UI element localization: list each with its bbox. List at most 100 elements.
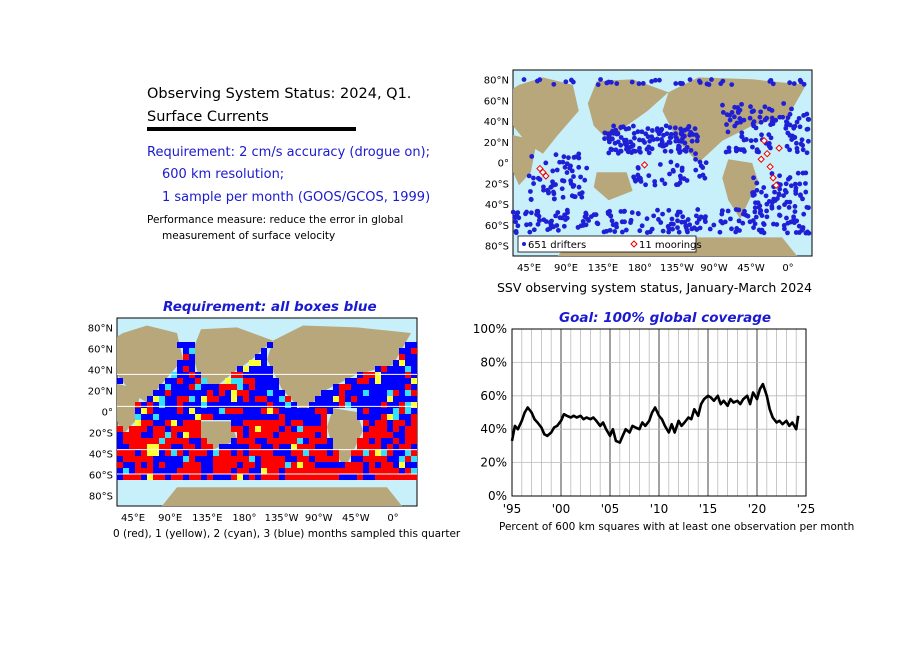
coverage-box bbox=[375, 366, 381, 372]
drifter-dot bbox=[651, 213, 657, 219]
coverage-box bbox=[297, 444, 303, 450]
drifter-dot bbox=[527, 221, 533, 227]
drifter-dot bbox=[646, 150, 652, 156]
drifter-dot bbox=[689, 138, 695, 144]
coverage-box bbox=[213, 414, 219, 420]
coverage-box bbox=[381, 402, 387, 408]
coverage-box bbox=[183, 426, 189, 432]
drifter-dot bbox=[647, 138, 653, 144]
drifter-dot bbox=[736, 218, 742, 224]
coverage-box bbox=[237, 372, 243, 378]
coverage-box bbox=[303, 444, 309, 450]
coverage-box bbox=[153, 438, 159, 444]
coverage-box bbox=[183, 438, 189, 444]
lat-label: 40°N bbox=[88, 366, 113, 377]
coverage-box bbox=[273, 378, 279, 384]
coverage-box bbox=[225, 468, 231, 474]
coverage-box bbox=[411, 426, 417, 432]
coverage-box bbox=[231, 408, 237, 414]
coverage-box bbox=[375, 420, 381, 426]
drifter-dot bbox=[528, 210, 534, 216]
coverage-box bbox=[291, 462, 297, 468]
coverage-box bbox=[141, 426, 147, 432]
drifter-dot bbox=[753, 214, 759, 220]
coverage-box bbox=[261, 456, 267, 462]
drifter-dot bbox=[622, 137, 627, 143]
coverage-box bbox=[255, 372, 261, 378]
drifter-dot bbox=[580, 222, 586, 228]
coverage-box bbox=[213, 390, 219, 396]
coverage-box bbox=[249, 426, 255, 432]
coverage-box bbox=[321, 474, 327, 480]
coverage-box bbox=[405, 384, 411, 390]
drifter-dot bbox=[564, 215, 570, 221]
coverage-box bbox=[237, 414, 243, 420]
coverage-box bbox=[315, 408, 321, 414]
coverage-box bbox=[261, 450, 267, 456]
coverage-box bbox=[369, 402, 375, 408]
coverage-box bbox=[411, 396, 417, 402]
drifter-dot bbox=[764, 201, 770, 207]
coverage-box bbox=[261, 354, 267, 360]
coverage-box bbox=[315, 402, 321, 408]
drifter-dot bbox=[679, 168, 685, 173]
coverage-box bbox=[261, 408, 267, 414]
coverage-box bbox=[171, 456, 177, 462]
coverage-box bbox=[171, 414, 177, 420]
coverage-box bbox=[411, 468, 417, 474]
drifter-dot bbox=[693, 167, 699, 173]
coverage-box bbox=[309, 432, 315, 438]
coverage-box bbox=[279, 444, 285, 450]
drifter-dot bbox=[768, 135, 774, 141]
coverage-box bbox=[201, 390, 207, 396]
coverage-box bbox=[165, 432, 171, 438]
coverage-box bbox=[195, 438, 201, 444]
drifter-dot bbox=[546, 190, 551, 196]
coverage-box bbox=[219, 444, 225, 450]
coverage-box bbox=[405, 432, 411, 438]
coverage-box bbox=[399, 414, 405, 420]
drifter-dot bbox=[649, 226, 655, 232]
drifter-dot bbox=[748, 138, 754, 144]
coverage-box bbox=[399, 354, 405, 360]
drifter-dot bbox=[680, 81, 685, 86]
drifter-dot bbox=[609, 218, 615, 224]
coverage-box bbox=[363, 474, 369, 480]
coverage-box bbox=[249, 408, 255, 414]
coverage-box bbox=[225, 396, 231, 402]
coverage-box bbox=[339, 390, 345, 396]
lat-label: 60°S bbox=[89, 471, 113, 482]
drifter-dot bbox=[707, 226, 713, 232]
drifter-dot bbox=[693, 213, 699, 219]
coverage-box bbox=[261, 444, 267, 450]
coverage-box bbox=[147, 444, 153, 450]
coverage-box bbox=[285, 426, 291, 432]
land-mass-1 bbox=[513, 77, 579, 154]
coverage-box bbox=[405, 408, 411, 414]
coverage-box bbox=[231, 402, 237, 408]
coverage-box bbox=[393, 438, 399, 444]
coverage-box bbox=[201, 444, 207, 450]
drifter-dot bbox=[801, 211, 807, 217]
drifter-dot bbox=[673, 81, 679, 86]
coverage-box bbox=[405, 450, 411, 456]
coverage-box bbox=[321, 456, 327, 462]
coverage-box bbox=[249, 444, 255, 450]
drifter-dot bbox=[646, 145, 652, 151]
coverage-box bbox=[153, 420, 159, 426]
coverage-box bbox=[309, 426, 315, 432]
coverage-box bbox=[201, 468, 207, 474]
coverage-box bbox=[243, 450, 249, 456]
coverage-box bbox=[285, 396, 291, 402]
drifter-dot bbox=[792, 204, 798, 209]
lat-label: 40°S bbox=[89, 450, 113, 461]
coverage-box bbox=[135, 426, 141, 432]
drifter-dot bbox=[604, 80, 610, 86]
drifter-dot bbox=[619, 229, 625, 235]
coverage-box bbox=[381, 390, 387, 396]
coverage-box bbox=[399, 408, 405, 414]
drifter-dot bbox=[698, 214, 704, 220]
coverage-box bbox=[309, 468, 315, 474]
coverage-box bbox=[183, 372, 189, 378]
coverage-box bbox=[171, 420, 177, 426]
